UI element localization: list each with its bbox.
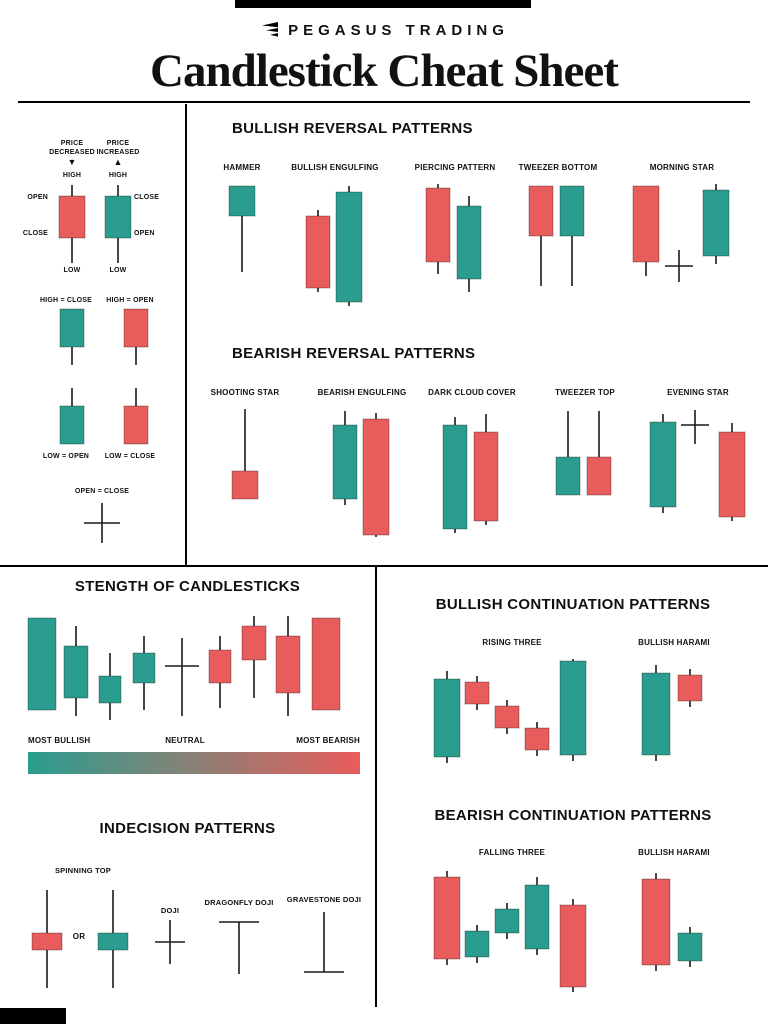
spinning-top-label: SPINNING TOP <box>54 866 112 875</box>
pattern-drawing <box>442 414 499 533</box>
divider-vertical-top <box>185 104 187 565</box>
pegasus-logo-icon <box>262 22 279 37</box>
pattern-drawing <box>641 665 703 761</box>
pattern-label: PIERCING PATTERN <box>414 163 496 172</box>
pattern-label: SHOOTING STAR <box>210 388 280 397</box>
open-label-bear: OPEN <box>27 194 48 201</box>
doji-drawing <box>155 920 185 964</box>
or-label: OR <box>72 932 86 941</box>
bearish-anatomy-candle <box>58 185 86 263</box>
dragonfly-doji-label: DRAGONFLY DOJI <box>204 898 274 907</box>
doji-label: DOJI <box>160 906 180 915</box>
pattern-hammer: HAMMER <box>192 163 292 279</box>
pattern-label: BULLISH HARAMI <box>638 848 710 857</box>
low-equals-close-candle <box>123 388 149 445</box>
section-bullish-reversal-heading: BULLISH REVERSAL PATTERNS <box>232 120 473 137</box>
pattern-bullish-engulfing: BULLISH ENGULFING <box>285 163 385 306</box>
pattern-label: MORNING STAR <box>649 163 715 172</box>
pattern-label: TWEEZER BOTTOM <box>518 163 598 172</box>
open-equals-close-doji <box>84 503 120 543</box>
section-bearish-reversal-heading: BEARISH REVERSAL PATTERNS <box>232 345 476 362</box>
low-label-bull: LOW <box>109 267 127 274</box>
low-label-bear: LOW <box>63 267 81 274</box>
pattern-falling-three: FALLING THREE <box>420 848 604 994</box>
brand: PEGASUS TRADING <box>0 20 768 40</box>
section-bearish-continuation-heading: BEARISH CONTINUATION PATTERNS <box>434 807 712 824</box>
price-decreased-label: PRICE DECREASED <box>49 140 95 157</box>
high-equals-open-candle <box>123 308 149 365</box>
price-increased-label: PRICE INCREASED <box>96 140 140 157</box>
pattern-drawing <box>228 185 256 272</box>
low-equals-open-candle <box>59 388 85 445</box>
title-rule <box>18 101 750 103</box>
high-label-bear: HIGH <box>62 172 82 179</box>
pattern-label: RISING THREE <box>482 638 542 647</box>
pattern-bearish-engulfing: BEARISH ENGULFING <box>312 388 412 537</box>
high-equals-close-candle <box>59 308 85 365</box>
pattern-morning-star: MORNING STAR <box>632 163 732 284</box>
pattern-shooting-star: SHOOTING STAR <box>195 388 295 504</box>
high-equals-close-label: HIGH = CLOSE <box>40 297 92 304</box>
pattern-label: EVENING STAR <box>667 388 729 397</box>
gravestone-doji-label: GRAVESTONE DOJI <box>286 895 362 904</box>
high-equals-open-label: HIGH = OPEN <box>106 297 154 304</box>
gravestone-doji-drawing <box>304 912 344 973</box>
pattern-drawing <box>425 184 482 292</box>
close-label-bull: CLOSE <box>134 194 160 201</box>
pattern-piercing: PIERCING PATTERN <box>405 163 505 299</box>
neutral-label: NEUTRAL <box>165 736 205 745</box>
low-equals-open-label: LOW = OPEN <box>42 453 90 460</box>
spinning-top-bull-drawing <box>97 890 129 988</box>
pattern-drawing <box>641 873 703 971</box>
pattern-label: BULLISH HARAMI <box>638 638 710 647</box>
section-indecision-heading: INDECISION PATTERNS <box>99 820 276 837</box>
pattern-drawing <box>332 411 390 537</box>
page-title: Candlestick Cheat Sheet <box>150 45 619 97</box>
pattern-drawing <box>632 184 730 282</box>
pattern-label: DARK CLOUD COVER <box>428 388 516 397</box>
low-equals-close-label: LOW = CLOSE <box>104 453 156 460</box>
pattern-bullish-harami: BULLISH HARAMI <box>614 638 734 767</box>
pattern-drawing <box>433 659 587 763</box>
pattern-label: BEARISH ENGULFING <box>317 388 407 397</box>
pattern-label: TWEEZER TOP <box>555 388 615 397</box>
pattern-drawing <box>649 410 746 521</box>
pattern-drawing <box>231 409 259 500</box>
section-strength-heading: STENGTH OF CANDLESTICKS <box>74 578 301 595</box>
pattern-drawing <box>528 185 585 286</box>
strength-candles-drawing <box>27 616 341 720</box>
strength-gradient-bar <box>28 752 360 774</box>
close-label-bear: CLOSE <box>22 230 48 237</box>
brand-name: PEGASUS TRADING <box>288 21 509 39</box>
bullish-anatomy-candle <box>104 185 132 263</box>
pattern-tweezer-bottom: TWEEZER BOTTOM <box>508 163 608 294</box>
pattern-label: FALLING THREE <box>478 848 546 857</box>
down-arrow-icon: ▼ <box>67 157 77 167</box>
pattern-drawing <box>305 186 363 306</box>
pattern-dark-cloud-cover: DARK CLOUD COVER <box>422 388 522 533</box>
high-label-bull: HIGH <box>108 172 128 179</box>
divider-vertical-bottom <box>375 567 377 1007</box>
pattern-evening-star: EVENING STAR <box>648 388 748 521</box>
pattern-rising-three: RISING THREE <box>420 638 604 767</box>
pattern-label: HAMMER <box>223 163 261 172</box>
dragonfly-doji-drawing <box>219 921 259 974</box>
most-bullish-label: MOST BULLISH <box>28 736 91 745</box>
open-equals-close-label: OPEN = CLOSE <box>74 488 130 495</box>
spinning-top-bear-drawing <box>31 890 63 988</box>
bottom-accent-bar <box>0 1008 66 1024</box>
section-bullish-continuation-heading: BULLISH CONTINUATION PATTERNS <box>435 596 711 613</box>
pattern-drawing <box>433 871 587 992</box>
open-label-bull: OPEN <box>134 230 155 237</box>
up-arrow-icon: ▲ <box>113 157 123 167</box>
divider-horizontal-mid <box>0 565 768 567</box>
top-accent-bar <box>235 0 531 8</box>
pattern-bearish-harami: BULLISH HARAMI <box>614 848 734 977</box>
most-bearish-label: MOST BEARISH <box>296 736 360 745</box>
pattern-label: BULLISH ENGULFING <box>291 163 379 172</box>
pattern-tweezer-top: TWEEZER TOP <box>535 388 635 504</box>
pattern-drawing <box>555 411 612 496</box>
